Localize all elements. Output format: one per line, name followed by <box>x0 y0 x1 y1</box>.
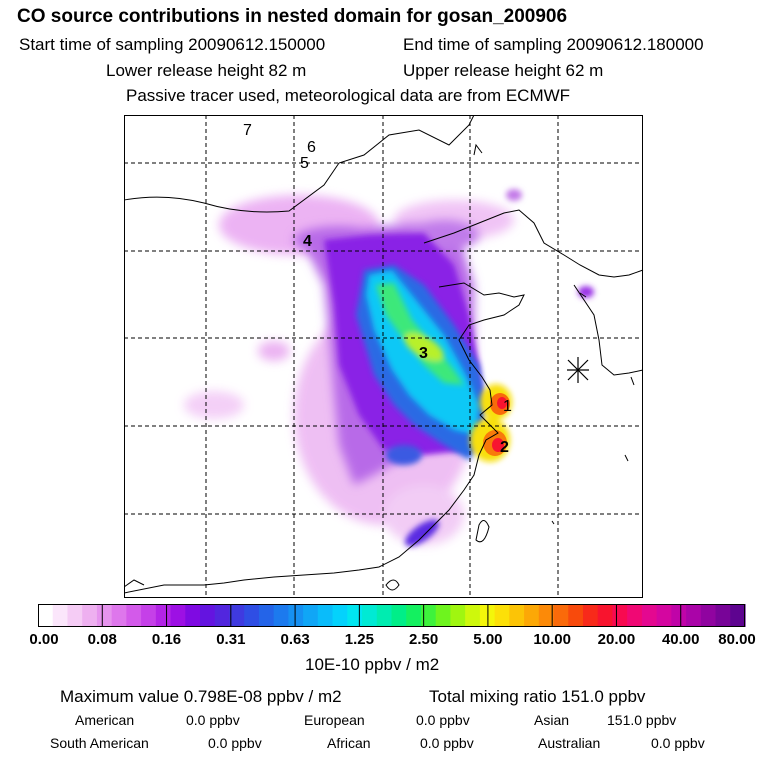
colorbar-cell <box>538 604 555 627</box>
colorbar-tick-label: 0.08 <box>87 631 117 648</box>
colorbar-cell <box>229 604 245 627</box>
colorbar-cell <box>317 604 334 627</box>
colorbar-cell <box>612 604 628 627</box>
colorbar-cell <box>391 604 407 627</box>
colorbar-cell <box>155 604 172 627</box>
colorbar-cell <box>700 604 717 627</box>
colorbar-tick-label: 2.50 <box>409 631 439 648</box>
american-value: 0.0 ppbv <box>186 712 240 728</box>
upper-release-height: Upper release height 62 m <box>403 61 604 80</box>
meteorology-note: Passive tracer used, meteorological data… <box>126 86 571 105</box>
point-label-7: 7 <box>243 122 252 139</box>
colorbar-tick-label: 20.00 <box>597 631 636 648</box>
colorbar-tick-label: 10.00 <box>533 631 571 648</box>
colorbar-cell <box>450 604 466 627</box>
colorbar-tick-label: 5.00 <box>473 631 503 648</box>
colorbar-cell <box>376 604 393 627</box>
colorbar-cell <box>686 604 702 627</box>
map-frame <box>124 115 643 598</box>
lower-release-height: Lower release height 82 m <box>106 61 307 80</box>
colorbar-cell <box>141 604 157 627</box>
colorbar-cell <box>435 604 452 627</box>
end-time-label: End time of sampling 20090612.180000 <box>403 35 704 54</box>
coastlines <box>124 115 644 594</box>
south-american-label: South American <box>50 735 149 751</box>
colorbar-cell <box>67 604 83 627</box>
american-label: American <box>75 712 135 728</box>
point-label-5: 5 <box>300 155 309 172</box>
european-label: European <box>304 712 365 728</box>
colorbar-cell <box>214 604 231 627</box>
colorbar-cell <box>656 604 672 627</box>
point-labels: 1 2 3 4 5 6 7 <box>243 122 512 456</box>
point-label-1: 1 <box>503 398 512 415</box>
figure-title: CO source contributions in nested domain… <box>17 6 568 27</box>
colorbar-cell <box>185 604 201 627</box>
maximum-value: Maximum value 0.798E-08 ppbv / m2 <box>60 687 342 706</box>
south-american-value: 0.0 ppbv <box>208 735 262 751</box>
colorbar-tick-label: 40.00 <box>661 631 700 648</box>
colorbar-cell <box>273 604 289 627</box>
colorbar-cell <box>258 604 275 627</box>
colorbar-cell <box>553 604 569 627</box>
asian-value: 151.0 ppbv <box>607 712 677 728</box>
colorbar-cell <box>641 604 658 627</box>
colorbar-cell <box>303 604 319 627</box>
colorbar-cell <box>524 604 540 627</box>
total-mixing-ratio: Total mixing ratio 151.0 ppbv <box>429 687 646 706</box>
colorbar <box>38 604 746 627</box>
colorbar-cell <box>494 604 510 627</box>
colorbar-cell <box>568 604 584 627</box>
concentration-field <box>184 189 594 547</box>
colorbar-cell <box>582 604 599 627</box>
point-label-4: 4 <box>303 233 312 250</box>
colorbar-tick-label: 80.00 <box>718 631 756 648</box>
colorbar-tick-label: 0.00 <box>29 631 59 648</box>
african-label: African <box>327 735 371 751</box>
colorbar-cell <box>671 604 687 627</box>
australian-value: 0.0 ppbv <box>651 735 705 751</box>
european-value: 0.0 ppbv <box>416 712 470 728</box>
colorbar-cell <box>347 604 363 627</box>
point-label-6: 6 <box>307 139 316 156</box>
colorbar-cell <box>332 604 348 627</box>
colorbar-tick-label: 0.63 <box>280 631 310 648</box>
colorbar-cell <box>82 604 98 627</box>
receptor-asterisk-icon <box>567 357 589 383</box>
colorbar-cell <box>627 604 643 627</box>
colorbar-tick-label: 1.25 <box>344 631 374 648</box>
colorbar-cell <box>465 604 481 627</box>
colorbar-cell <box>244 604 260 627</box>
colorbar-cell <box>96 604 113 627</box>
colorbar-tick-label: 0.31 <box>216 631 246 648</box>
point-label-3: 3 <box>419 345 428 362</box>
colorbar-cell <box>730 604 746 627</box>
colorbar-cell <box>200 604 216 627</box>
colorbar-cell <box>170 604 186 627</box>
colorbar-cell <box>288 604 304 627</box>
colorbar-cell <box>597 604 614 627</box>
map-panel: 1 2 3 4 5 6 7 <box>124 115 644 598</box>
graticule <box>124 115 643 598</box>
colorbar-cell <box>126 604 142 627</box>
colorbar-cell <box>509 604 525 627</box>
colorbar-unit: 10E-10 ppbv / m2 <box>305 655 440 674</box>
african-value: 0.0 ppbv <box>420 735 474 751</box>
colorbar-cell <box>406 604 422 627</box>
australian-label: Australian <box>538 735 601 751</box>
colorbar-tick-label: 0.16 <box>151 631 182 648</box>
colorbar-cell <box>362 604 378 627</box>
colorbar-cell <box>52 604 69 627</box>
colorbar-cell <box>715 604 731 627</box>
colorbar-cell <box>38 604 54 627</box>
point-label-2: 2 <box>500 439 509 456</box>
start-time-label: Start time of sampling 20090612.150000 <box>19 35 326 54</box>
colorbar-cell <box>420 604 437 627</box>
asian-label: Asian <box>534 712 570 728</box>
colorbar-cell <box>111 604 127 627</box>
